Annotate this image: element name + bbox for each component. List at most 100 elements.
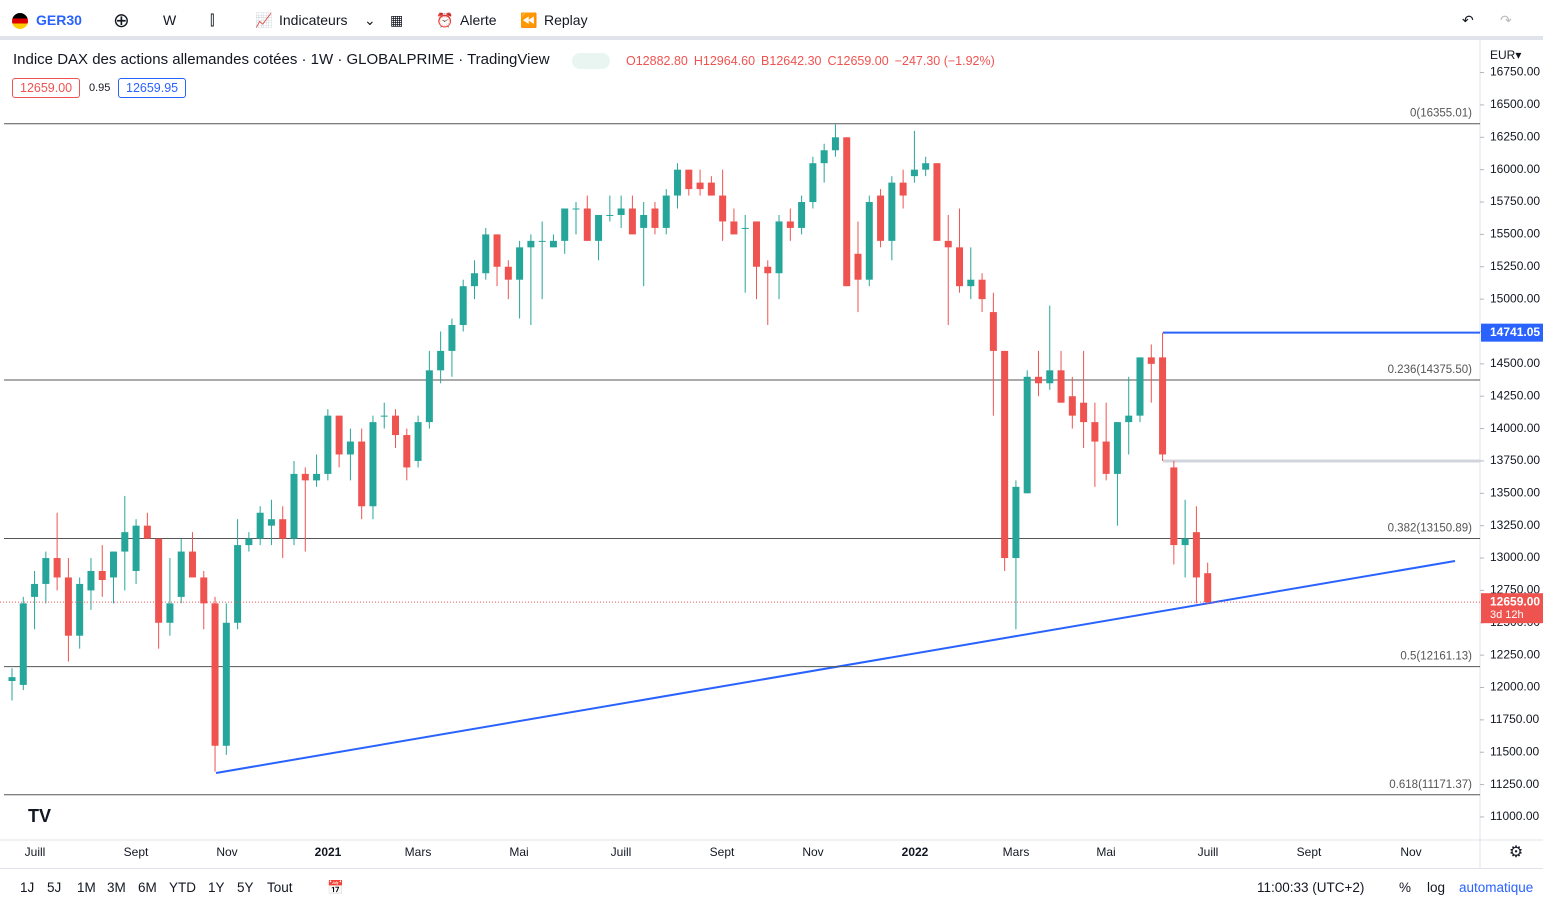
candle-body xyxy=(87,570,95,591)
candle-body xyxy=(425,370,433,423)
replay[interactable]: Replay xyxy=(544,12,588,28)
y-tick-label: 15500.00 xyxy=(1490,227,1540,241)
candle-body xyxy=(346,441,354,455)
log[interactable]: log xyxy=(1427,880,1446,895)
settings[interactable]: ⚙ xyxy=(1509,844,1523,861)
candle-body xyxy=(606,214,614,216)
candle-body xyxy=(211,603,219,746)
range-button[interactable]: 1M xyxy=(77,880,96,895)
range-button[interactable]: 3M xyxy=(107,880,126,895)
y-tick-label: 16250.00 xyxy=(1490,129,1540,143)
candle-body xyxy=(143,525,151,539)
candle-body xyxy=(527,240,535,248)
candle-body xyxy=(561,208,569,241)
symbol[interactable]: GER30 xyxy=(36,12,82,28)
buy-price[interactable]: 12659.95 xyxy=(118,78,187,98)
y-tick-label: 16750.00 xyxy=(1490,65,1540,79)
undo[interactable]: ↶ xyxy=(1462,12,1474,28)
candle-body xyxy=(76,583,84,636)
range-button[interactable]: 1Y xyxy=(208,880,225,895)
candle-body xyxy=(719,195,727,222)
x-tick-label: Mai xyxy=(509,845,528,859)
candle-body xyxy=(978,279,986,300)
x-tick-label: Sept xyxy=(1297,845,1322,859)
fib-label: 0.5(12161.13) xyxy=(1400,651,1472,663)
percent[interactable]: % xyxy=(1399,880,1412,895)
candle-body xyxy=(707,182,715,196)
candle-body xyxy=(741,227,749,229)
range-button[interactable]: 5Y xyxy=(237,880,254,895)
dropdown[interactable]: ⌄ xyxy=(364,12,376,28)
candle-body xyxy=(1147,357,1155,364)
candle-body xyxy=(482,234,490,274)
indicators[interactable]: Indicateurs xyxy=(279,12,348,28)
candle-body xyxy=(313,473,321,481)
add-symbol[interactable]: ⊕ xyxy=(113,10,130,32)
candle-body xyxy=(188,551,196,578)
y-tick-label: 13000.00 xyxy=(1490,550,1540,564)
candle-body xyxy=(64,577,72,636)
x-tick-label: Mai xyxy=(1096,845,1115,859)
replay-icon: ⏪ xyxy=(520,12,538,28)
candle-body xyxy=(1012,486,1020,559)
candle-body xyxy=(674,169,682,196)
candle-body xyxy=(8,677,16,682)
currency: EUR▾ xyxy=(1490,48,1521,62)
candle-body xyxy=(324,415,332,474)
templates[interactable]: ▦ xyxy=(390,12,404,28)
auto[interactable]: automatique xyxy=(1459,880,1534,895)
y-tick-label: 16500.00 xyxy=(1490,97,1540,111)
candle-body xyxy=(989,312,997,351)
interval[interactable]: W xyxy=(163,12,177,28)
x-tick-label: Sept xyxy=(710,845,735,859)
candle-body xyxy=(1080,402,1088,423)
y-tick-label: 11250.00 xyxy=(1490,777,1539,791)
x-tick-label: Mars xyxy=(405,845,432,859)
fib-label: 0.618(11171.37) xyxy=(1389,779,1472,791)
candle-body xyxy=(685,169,693,190)
candle-body xyxy=(538,240,546,242)
candle-body xyxy=(267,519,275,526)
price-tag xyxy=(1481,323,1543,342)
x-tick-label: Juill xyxy=(25,845,46,859)
redo[interactable]: ↷ xyxy=(1500,12,1512,28)
fib-label: 0(16355.01) xyxy=(1410,108,1472,120)
candle-body xyxy=(775,221,783,274)
candle-body xyxy=(53,558,61,578)
date-range[interactable]: 📅 xyxy=(327,880,344,895)
candle-body xyxy=(1125,415,1133,423)
fib-label: 0.236(14375.50) xyxy=(1388,364,1473,376)
candle-body xyxy=(967,279,975,287)
candle-body xyxy=(1102,441,1110,474)
alert[interactable]: Alerte xyxy=(460,12,497,28)
candle-body xyxy=(1136,357,1144,416)
candle-body xyxy=(628,208,636,235)
candle-body xyxy=(764,266,772,274)
spread: 0.95 xyxy=(89,82,111,94)
candle-body xyxy=(1170,467,1178,546)
range-button[interactable]: 1J xyxy=(20,880,35,895)
range-button[interactable]: 5J xyxy=(47,880,62,895)
candle-body xyxy=(1159,357,1167,455)
candle-body xyxy=(177,551,185,597)
y-tick-label: 14500.00 xyxy=(1490,356,1540,370)
y-tick-label: 11750.00 xyxy=(1490,712,1539,726)
chart-type[interactable]: ⫿ xyxy=(210,12,215,28)
candle-body xyxy=(696,182,704,190)
range-button[interactable]: YTD xyxy=(169,880,196,895)
open: O12882.80 xyxy=(626,54,688,68)
y-tick-label: 12750.00 xyxy=(1490,583,1540,597)
ohlc: O12882.80 H12964.60 B12642.30 C12659.00 −247… xyxy=(626,54,1001,68)
candle-body xyxy=(504,266,512,280)
candle-body xyxy=(933,163,941,241)
candle-body xyxy=(843,137,851,287)
candle-body xyxy=(459,286,467,326)
range-button[interactable]: 6M xyxy=(138,880,157,895)
sell-price[interactable]: 12659.00 xyxy=(12,78,81,98)
countdown: 3d 12h xyxy=(1490,609,1524,621)
close: C12659.00 xyxy=(827,54,889,68)
y-tick-label: 11500.00 xyxy=(1490,744,1539,758)
candle-body xyxy=(369,422,377,507)
range-button[interactable]: Tout xyxy=(267,880,293,895)
